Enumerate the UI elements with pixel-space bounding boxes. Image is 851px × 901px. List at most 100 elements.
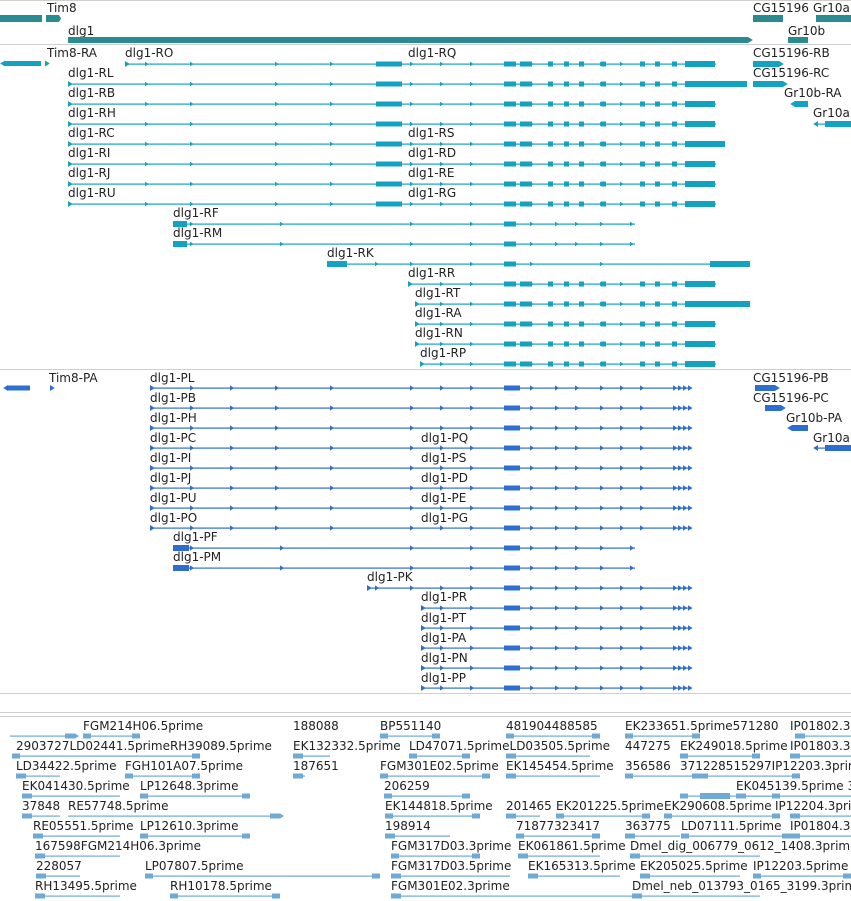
est-line	[35, 895, 120, 897]
exon-block	[640, 341, 645, 347]
est-block	[795, 733, 805, 739]
strand-arrow-icon	[145, 101, 149, 107]
strand-arrow-icon	[330, 425, 335, 431]
protein-gr10a	[825, 445, 851, 451]
feature-label-187651: 187651	[293, 759, 339, 773]
exon-block	[579, 201, 584, 207]
feature-label-lp12648-3prime: LP12648.3prime	[140, 779, 239, 793]
feature-label-fgm301e02-3prime: FGM301E02.3prime	[391, 879, 510, 893]
transcript-cg15196-rc	[753, 81, 783, 87]
strand-arrow-icon	[190, 465, 195, 471]
est-line	[68, 815, 280, 817]
strand-arrow-icon	[575, 505, 580, 511]
strand-arrow-icon	[673, 525, 678, 531]
strand-arrow-icon	[68, 201, 73, 207]
strand-arrow-icon	[600, 485, 605, 491]
feature-label-ek249018-5prime: EK249018.5prime	[680, 739, 788, 753]
strand-arrow-icon	[440, 405, 445, 411]
feature-label-dlg1-rh: dlg1-RH	[68, 106, 116, 120]
est-block	[22, 813, 32, 819]
est-block	[506, 773, 516, 779]
strand-arrow-icon	[678, 605, 683, 611]
feature-label-dlg1-pl: dlg1-PL	[150, 371, 195, 385]
exon-block	[685, 201, 715, 207]
exon-block	[579, 341, 584, 347]
feature-label-dlg1-pj: dlg1-PJ	[150, 471, 191, 485]
exon-block	[504, 101, 516, 107]
protein-line	[150, 407, 692, 409]
protein-line	[173, 567, 635, 569]
strand-arrow-icon	[620, 505, 625, 511]
strand-arrow-icon	[330, 465, 335, 471]
exon-block	[548, 181, 553, 187]
exon-block	[520, 61, 532, 67]
feature-label-dlg1-pm: dlg1-PM	[173, 550, 221, 564]
exon-block	[640, 101, 645, 107]
strand-arrow-icon	[775, 385, 780, 391]
strand-arrow-icon	[640, 625, 645, 631]
strand-arrow-icon	[470, 101, 474, 107]
strand-arrow-icon	[145, 121, 149, 127]
protein-line	[367, 587, 692, 589]
est-block	[518, 853, 528, 859]
strand-arrow-icon	[575, 585, 580, 591]
strand-arrow-icon	[275, 201, 279, 207]
strand-arrow-icon	[620, 281, 624, 287]
exon-block	[601, 101, 606, 107]
strand-arrow-icon	[813, 121, 818, 127]
est-block	[380, 733, 388, 739]
est-block	[384, 793, 392, 799]
strand-arrow-icon	[440, 141, 444, 147]
strand-arrow-icon	[0, 60, 6, 67]
strand-arrow-icon	[678, 665, 683, 671]
strand-arrow-icon	[683, 525, 688, 531]
exon-block	[564, 361, 569, 367]
exon-block	[685, 101, 715, 107]
strand-arrow-icon	[620, 685, 625, 691]
exon-block	[376, 61, 402, 67]
strand-arrow-icon	[410, 261, 414, 267]
strand-arrow-icon	[555, 485, 560, 491]
exon-block	[512, 625, 520, 631]
feature-label-dlg1-rr: dlg1-RR	[408, 266, 455, 280]
est-block	[140, 793, 148, 799]
strand-arrow-icon	[620, 385, 625, 391]
feature-label-dlg1-pc: dlg1-PC	[150, 431, 196, 445]
feature-label-fgh101a07-5prime: FGH101A07.5prime	[125, 759, 243, 773]
strand-arrow-icon	[145, 181, 149, 187]
feature-label-cg15196-rc: CG15196-RC	[753, 66, 829, 80]
strand-arrow-icon	[470, 121, 474, 127]
strand-arrow-icon	[190, 161, 194, 167]
est-block	[664, 813, 672, 819]
strand-arrow-icon	[420, 361, 425, 367]
est-line	[22, 795, 120, 797]
strand-arrow-icon	[150, 505, 155, 511]
est-line	[630, 855, 760, 857]
strand-arrow-icon	[678, 465, 683, 471]
strand-arrow-icon	[470, 545, 475, 551]
strand-arrow-icon	[640, 505, 645, 511]
strand-arrow-icon	[620, 361, 624, 367]
strand-arrow-icon	[683, 485, 688, 491]
protein-gr10b-pa	[792, 425, 808, 431]
transcript-gr10b-ra	[795, 101, 808, 107]
feature-label-ek145454-5prime: EK145454.5prime	[506, 759, 614, 773]
strand-arrow-icon	[620, 525, 625, 531]
exon-block	[376, 161, 402, 167]
strand-arrow-icon	[555, 645, 560, 651]
est-block	[506, 733, 514, 739]
strand-arrow-icon	[620, 665, 625, 671]
strand-arrow-icon	[470, 445, 475, 451]
feature-label-bp551140: BP551140	[380, 719, 441, 733]
est-block	[632, 893, 642, 899]
strand-arrow-icon	[330, 61, 334, 67]
strand-arrow-icon	[440, 81, 444, 87]
feature-label-dlg1-rp: dlg1-RP	[420, 346, 466, 360]
est-block	[482, 773, 490, 779]
exon-block	[672, 341, 677, 347]
feature-label-dlg1-rq: dlg1-RQ	[408, 46, 456, 60]
strand-arrow-icon	[440, 685, 445, 691]
exon-block	[564, 61, 569, 67]
est-block	[625, 773, 633, 779]
